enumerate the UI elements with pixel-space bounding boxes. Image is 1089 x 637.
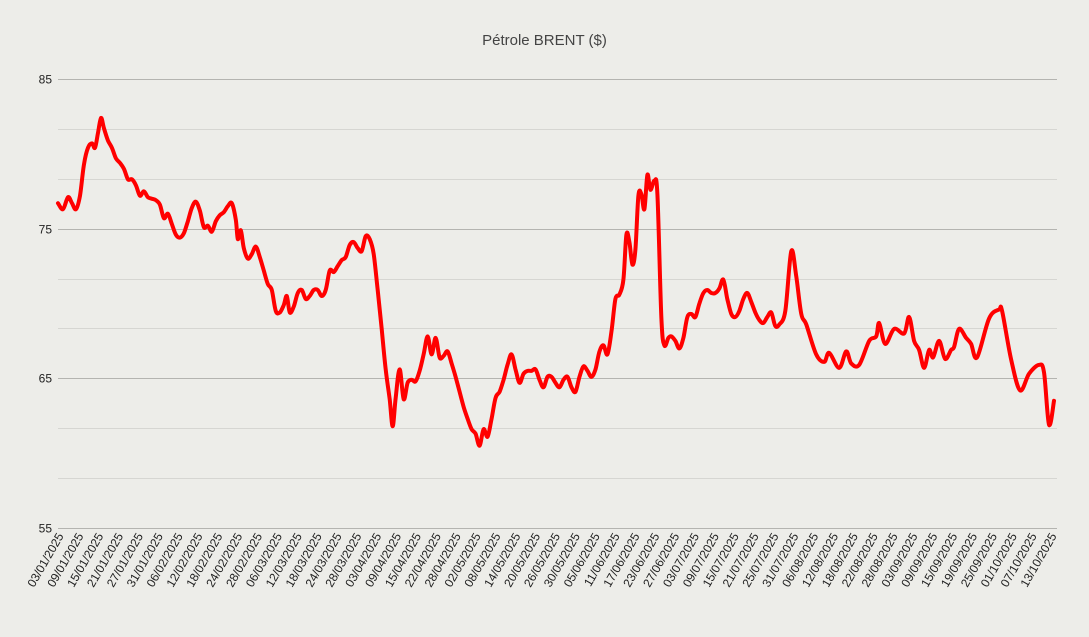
brent-price-line bbox=[56, 115, 1056, 448]
y-tick-label: 75 bbox=[39, 223, 53, 237]
gridlines bbox=[58, 79, 1057, 529]
y-tick-label: 85 bbox=[39, 73, 53, 87]
y-axis-labels: 55 65 75 85 bbox=[39, 73, 53, 536]
y-tick-label: 65 bbox=[39, 372, 53, 386]
chart-title: Pétrole BRENT ($) bbox=[482, 32, 607, 49]
y-tick-label: 55 bbox=[39, 522, 53, 536]
x-axis-labels: 03/01/202509/01/202515/01/202521/01/2025… bbox=[24, 530, 1059, 589]
